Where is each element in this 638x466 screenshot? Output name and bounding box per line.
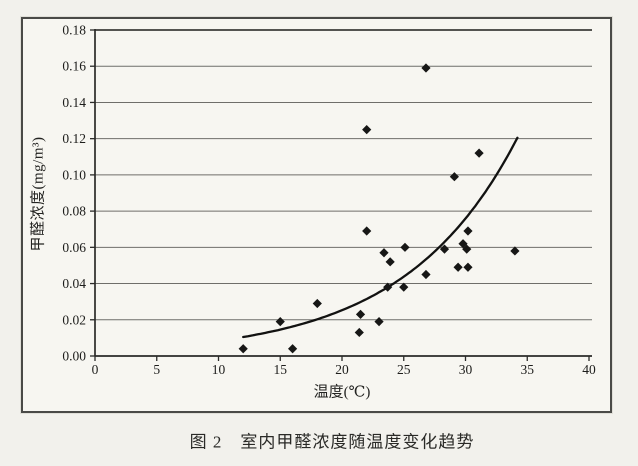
data-point (379, 248, 389, 258)
data-point (462, 244, 472, 254)
data-point (421, 269, 431, 280)
data-point (510, 246, 520, 256)
data-point (463, 262, 473, 272)
data-point (399, 282, 409, 292)
data-point (458, 239, 468, 249)
y-tick-label: 0.06 (62, 240, 86, 255)
figure-caption: 图 2 室内甲醛浓度随温度变化趋势 (189, 432, 475, 452)
data-point (421, 63, 431, 73)
data-point (362, 125, 372, 135)
y-tick-label: 0.10 (62, 167, 86, 182)
data-point (362, 226, 372, 236)
y-tick-label: 0.18 (62, 23, 86, 38)
data-point (400, 242, 410, 252)
data-point (355, 309, 366, 319)
data-point (288, 344, 298, 354)
y-tick-label: 0.00 (62, 349, 86, 364)
data-point (238, 344, 248, 354)
data-point (453, 262, 463, 272)
data-point (374, 316, 384, 327)
data-point (354, 327, 364, 338)
data-point (474, 148, 484, 158)
x-tick-label: 15 (274, 362, 288, 377)
data-point (463, 226, 473, 236)
y-tick-label: 0.16 (62, 59, 86, 74)
x-tick-label: 30 (459, 362, 473, 377)
trend-line (242, 136, 519, 339)
x-tick-label: 20 (335, 362, 349, 377)
x-tick-label: 5 (153, 362, 160, 377)
y-tick-label: 0.12 (62, 131, 86, 146)
data-point (383, 282, 393, 292)
data-point (275, 316, 285, 327)
x-tick-label: 0 (92, 362, 99, 377)
data-point (312, 298, 322, 309)
y-tick-label: 0.14 (62, 95, 86, 110)
data-point (439, 244, 450, 254)
x-tick-label: 25 (397, 362, 411, 377)
y-tick-label: 0.04 (62, 276, 86, 291)
y-tick-label: 0.02 (62, 312, 86, 327)
x-axis-title: 温度(℃) (313, 384, 371, 401)
figure-border (21, 17, 612, 413)
y-tick-label: 0.08 (62, 204, 86, 219)
y-axis-title: 甲醛浓度(mg/m³) (30, 136, 47, 252)
x-tick-label: 10 (212, 362, 226, 377)
data-point (385, 257, 395, 267)
data-point (449, 172, 459, 182)
x-tick-label: 35 (521, 362, 535, 377)
x-tick-label: 40 (582, 362, 596, 377)
